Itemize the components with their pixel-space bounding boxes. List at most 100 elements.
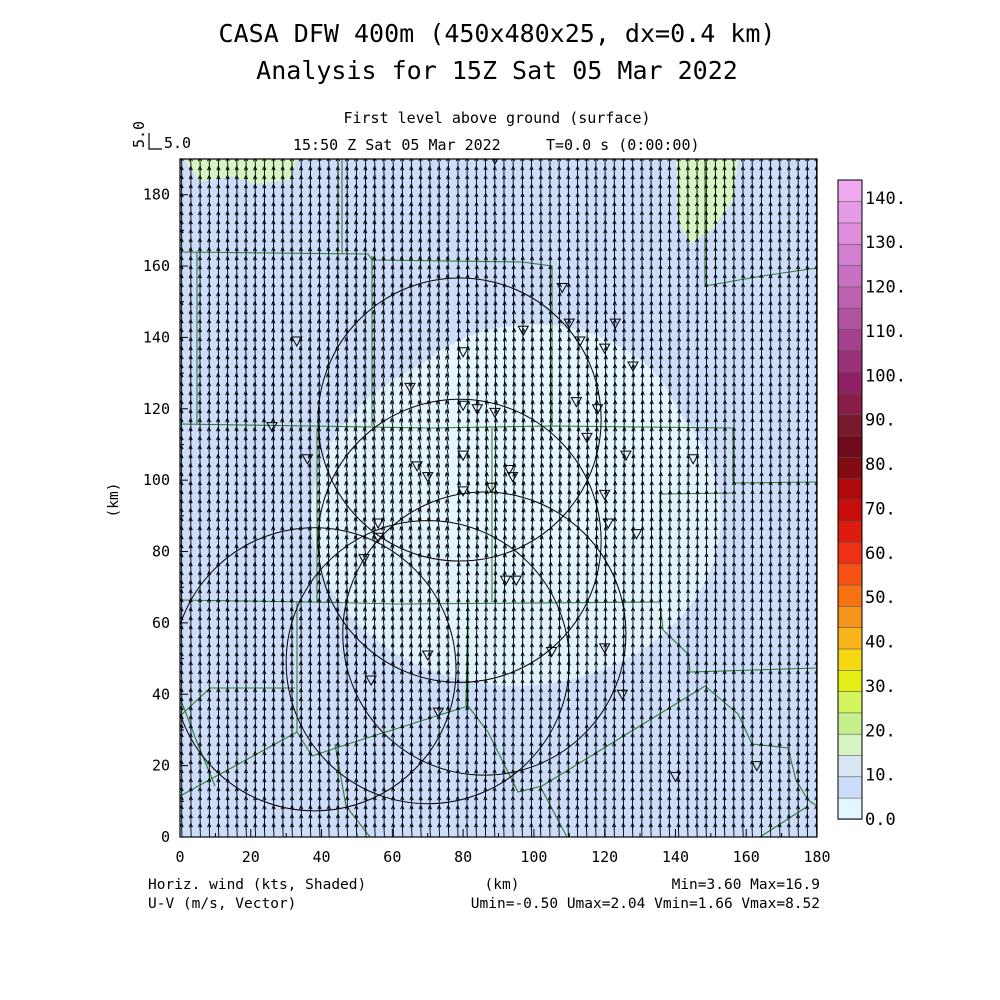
wind-vector-head bbox=[529, 193, 534, 198]
wind-vector-head bbox=[575, 184, 580, 189]
wind-vector-head bbox=[418, 175, 423, 180]
wind-vector-head bbox=[704, 184, 709, 189]
wind-vector-head bbox=[289, 175, 294, 180]
wind-vector-head bbox=[612, 166, 617, 171]
wind-vector-head bbox=[722, 184, 727, 189]
wind-vector-head bbox=[308, 184, 313, 189]
wind-vector-head bbox=[225, 184, 230, 189]
wind-vector-head bbox=[658, 166, 663, 171]
wind-vector-head bbox=[786, 184, 792, 189]
wind-vector-head bbox=[289, 166, 294, 171]
ref-vector-value: 5.0 bbox=[130, 121, 148, 148]
wind-vector-head bbox=[354, 175, 359, 180]
wind-vector-head bbox=[418, 166, 423, 171]
wind-vector-head bbox=[455, 175, 461, 180]
wind-vector-head bbox=[317, 175, 322, 180]
wind-vector-head bbox=[603, 193, 608, 198]
wind-vector-head bbox=[768, 166, 773, 171]
wind-vector-head bbox=[593, 184, 599, 189]
wind-vector-head bbox=[694, 175, 700, 180]
wind-vector-head bbox=[197, 175, 203, 180]
wind-vector-head bbox=[759, 166, 764, 171]
wind-vector-head bbox=[234, 193, 239, 198]
wind-vector-head bbox=[326, 166, 331, 171]
wind-vector-head bbox=[602, 184, 608, 189]
wind-vector-head bbox=[216, 184, 221, 189]
wind-vector-head bbox=[252, 166, 258, 171]
wind-vector-head bbox=[492, 166, 497, 171]
wind-vector-head bbox=[474, 166, 479, 171]
wind-vector-head bbox=[584, 175, 589, 180]
wind-vector-head bbox=[639, 193, 645, 198]
wind-vector-head bbox=[731, 184, 736, 189]
wind-vector-head bbox=[740, 166, 746, 171]
wind-vector-head bbox=[547, 193, 553, 198]
wind-vector-head bbox=[206, 193, 212, 198]
wind-vector-head bbox=[648, 175, 654, 180]
wind-vector-head bbox=[483, 184, 488, 189]
wind-vector-head bbox=[584, 193, 589, 198]
wind-vector-head bbox=[474, 184, 479, 189]
wind-vector-head bbox=[465, 184, 470, 189]
wind-vector-head bbox=[197, 166, 203, 171]
wind-vector-head bbox=[602, 175, 608, 180]
wind-vector-head bbox=[768, 184, 773, 189]
wind-vector-head bbox=[234, 166, 239, 171]
wind-vector-head bbox=[344, 166, 350, 171]
wind-vector-head bbox=[501, 184, 507, 189]
wind-vector-head bbox=[197, 184, 203, 189]
wind-vector-head bbox=[188, 166, 193, 171]
wind-vectors bbox=[180, 159, 817, 837]
wind-vector-head bbox=[584, 166, 589, 171]
wind-vector-head bbox=[381, 166, 386, 171]
wind-vector-head bbox=[510, 166, 516, 171]
wind-vector-head bbox=[262, 175, 267, 180]
wind-vector-head bbox=[483, 166, 488, 171]
wind-vector-head bbox=[363, 184, 368, 189]
wind-vector-head bbox=[593, 193, 599, 198]
wind-vector-head bbox=[621, 193, 626, 198]
wind-vector-head bbox=[381, 184, 386, 189]
wind-vector-head bbox=[465, 193, 470, 198]
wind-vector-head bbox=[335, 166, 340, 171]
wind-vector-head bbox=[483, 193, 488, 198]
wind-vector-head bbox=[759, 175, 764, 180]
ref-vector-label: 5.0 bbox=[164, 134, 191, 152]
wind-vector-head bbox=[557, 193, 562, 198]
wind-vector-head bbox=[464, 166, 470, 171]
wind-vector-head bbox=[335, 184, 340, 189]
wind-vector-head bbox=[335, 175, 340, 180]
wind-vector-head bbox=[658, 175, 663, 180]
wind-vector-head bbox=[667, 166, 672, 171]
wind-vector-head bbox=[363, 166, 368, 171]
wind-vector-head bbox=[547, 184, 553, 189]
wind-vector-head bbox=[298, 175, 304, 180]
wind-vector-head bbox=[317, 184, 322, 189]
wind-vector-head bbox=[400, 166, 405, 171]
wind-vector-head bbox=[786, 175, 792, 180]
wind-vector-head bbox=[252, 184, 258, 189]
shading-high-region-ne bbox=[676, 159, 738, 244]
wind-vector-head bbox=[795, 184, 801, 189]
wind-vector-head bbox=[436, 184, 441, 189]
wind-vector-head bbox=[207, 184, 212, 189]
wind-vector-head bbox=[445, 166, 451, 171]
wind-vector-head bbox=[280, 184, 285, 189]
wind-vector-head bbox=[363, 175, 368, 180]
wind-speed-shading bbox=[180, 159, 817, 837]
wind-vector-head bbox=[427, 166, 432, 171]
wind-vector-head bbox=[252, 193, 258, 198]
wind-vector-head bbox=[566, 166, 571, 171]
wind-vector-head bbox=[685, 184, 690, 189]
wind-vector-head bbox=[722, 175, 727, 180]
wind-vector-head bbox=[427, 184, 432, 189]
wind-vector-head bbox=[483, 175, 488, 180]
wind-vector-head bbox=[225, 166, 230, 171]
wind-vector-head bbox=[511, 193, 516, 198]
wind-vector-head bbox=[529, 166, 534, 171]
wind-vector-head bbox=[372, 175, 377, 180]
wind-vector-head bbox=[529, 175, 534, 180]
wind-vector-head bbox=[713, 175, 718, 180]
wind-vector-head bbox=[630, 184, 635, 189]
wind-vector-head bbox=[492, 193, 498, 198]
